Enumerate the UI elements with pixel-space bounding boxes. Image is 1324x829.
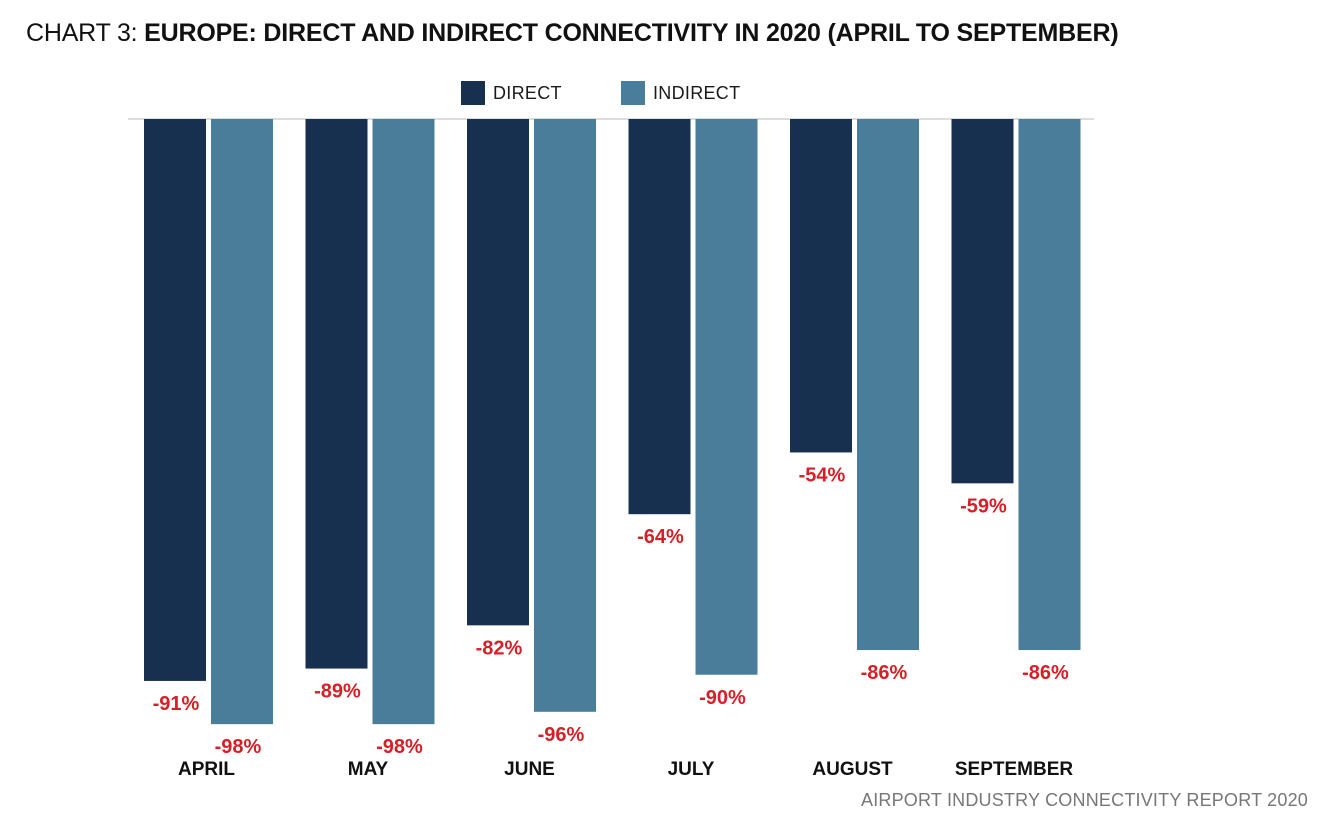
bar-indirect-august xyxy=(857,119,919,651)
value-label-indirect-september: -86% xyxy=(1022,662,1069,684)
report-footer: AIRPORT INDUSTRY CONNECTIVITY REPORT 202… xyxy=(861,790,1308,810)
value-label-direct-july: -64% xyxy=(637,526,684,548)
category-label-june: JUNE xyxy=(504,759,555,780)
bar-direct-august xyxy=(790,119,852,453)
legend-label-direct: DIRECT xyxy=(493,83,562,103)
value-label-indirect-august: -86% xyxy=(861,662,908,684)
bar-indirect-may xyxy=(372,119,435,725)
value-label-indirect-april: -98% xyxy=(215,736,262,758)
chart-title: CHART 3: EUROPE: DIRECT AND INDIRECT CON… xyxy=(26,18,1119,48)
category-label-july: JULY xyxy=(668,759,715,780)
value-label-direct-august: -54% xyxy=(799,464,846,486)
bar-indirect-september xyxy=(1018,119,1081,651)
legend-swatch-indirect xyxy=(621,81,645,105)
chart-title-prefix: CHART 3: xyxy=(26,19,145,47)
value-label-direct-april: -91% xyxy=(153,693,200,715)
category-label-april: APRIL xyxy=(178,759,235,780)
bar-direct-september xyxy=(951,119,1014,484)
value-label-direct-june: -82% xyxy=(476,637,523,659)
bar-indirect-june xyxy=(534,119,596,712)
chart-title-main: EUROPE: DIRECT AND INDIRECT CONNECTIVITY… xyxy=(144,19,1119,47)
bar-direct-june xyxy=(467,119,529,626)
legend-swatch-direct xyxy=(461,81,485,105)
value-label-direct-september: -59% xyxy=(960,495,1007,517)
category-label-september: SEPTEMBER xyxy=(955,759,1074,780)
bar-direct-july xyxy=(628,119,691,515)
value-label-indirect-june: -96% xyxy=(538,724,585,746)
value-label-indirect-may: -98% xyxy=(376,736,423,758)
bar-indirect-april xyxy=(211,119,273,725)
category-label-may: MAY xyxy=(348,759,389,780)
value-label-indirect-july: -90% xyxy=(699,687,746,709)
value-label-direct-may: -89% xyxy=(314,681,361,703)
bar-direct-april xyxy=(144,119,206,681)
legend-label-indirect: INDIRECT xyxy=(653,83,741,103)
category-label-august: AUGUST xyxy=(812,759,893,780)
bar-direct-may xyxy=(305,119,368,669)
bar-indirect-july xyxy=(695,119,758,675)
